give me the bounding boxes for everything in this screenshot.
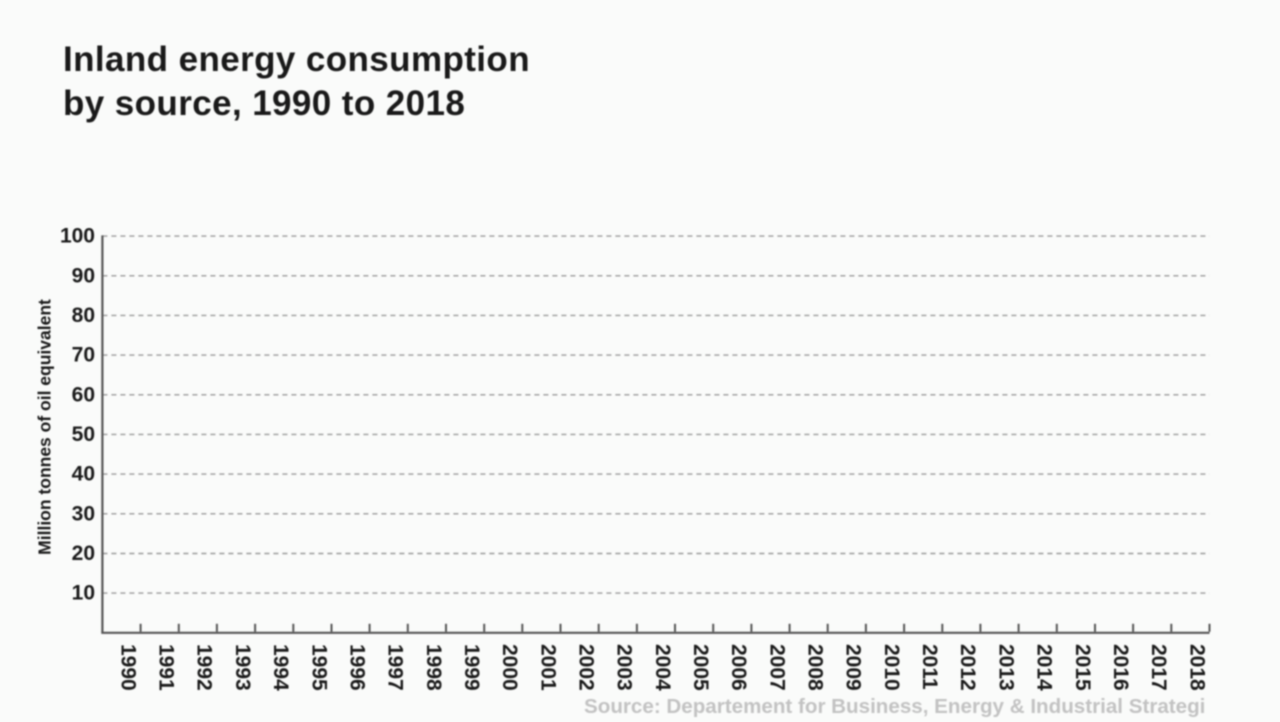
- svg-text:2008: 2008: [804, 644, 827, 691]
- svg-text:2009: 2009: [842, 644, 865, 691]
- svg-text:1995: 1995: [307, 644, 330, 691]
- svg-text:2003: 2003: [613, 644, 636, 691]
- svg-text:2007: 2007: [765, 644, 788, 691]
- svg-text:1992: 1992: [193, 644, 216, 691]
- svg-text:2012: 2012: [956, 644, 979, 691]
- svg-text:Million tonnes of oil equivale: Million tonnes of oil equivalent: [35, 299, 55, 555]
- svg-text:2014: 2014: [1033, 644, 1056, 691]
- svg-text:1994: 1994: [269, 644, 292, 691]
- svg-text:1993: 1993: [231, 644, 254, 691]
- svg-text:2005: 2005: [689, 644, 712, 691]
- svg-text:2011: 2011: [918, 644, 941, 690]
- svg-text:2001: 2001: [536, 644, 559, 691]
- svg-text:1990: 1990: [116, 644, 139, 691]
- svg-text:1998: 1998: [422, 644, 445, 691]
- svg-text:2000: 2000: [498, 644, 521, 691]
- svg-text:40: 40: [72, 463, 95, 486]
- svg-text:80: 80: [72, 304, 95, 327]
- svg-text:1991: 1991: [155, 644, 178, 691]
- svg-text:2006: 2006: [727, 644, 750, 691]
- svg-text:100: 100: [60, 225, 95, 248]
- svg-text:1996: 1996: [345, 644, 368, 691]
- svg-text:2013: 2013: [994, 644, 1017, 691]
- svg-text:60: 60: [72, 383, 95, 406]
- svg-text:70: 70: [72, 344, 95, 367]
- svg-text:2015: 2015: [1071, 644, 1094, 691]
- svg-text:30: 30: [72, 502, 95, 525]
- svg-text:2002: 2002: [575, 644, 598, 691]
- svg-text:1997: 1997: [384, 644, 407, 691]
- svg-text:1999: 1999: [460, 644, 483, 691]
- svg-text:2016: 2016: [1109, 644, 1132, 691]
- svg-text:10: 10: [72, 582, 95, 605]
- svg-text:90: 90: [72, 264, 95, 287]
- svg-text:2004: 2004: [651, 644, 674, 691]
- svg-text:20: 20: [72, 542, 95, 565]
- svg-text:2010: 2010: [880, 644, 903, 691]
- svg-text:2018: 2018: [1185, 644, 1208, 691]
- svg-text:50: 50: [72, 423, 95, 446]
- svg-text:2017: 2017: [1147, 644, 1170, 691]
